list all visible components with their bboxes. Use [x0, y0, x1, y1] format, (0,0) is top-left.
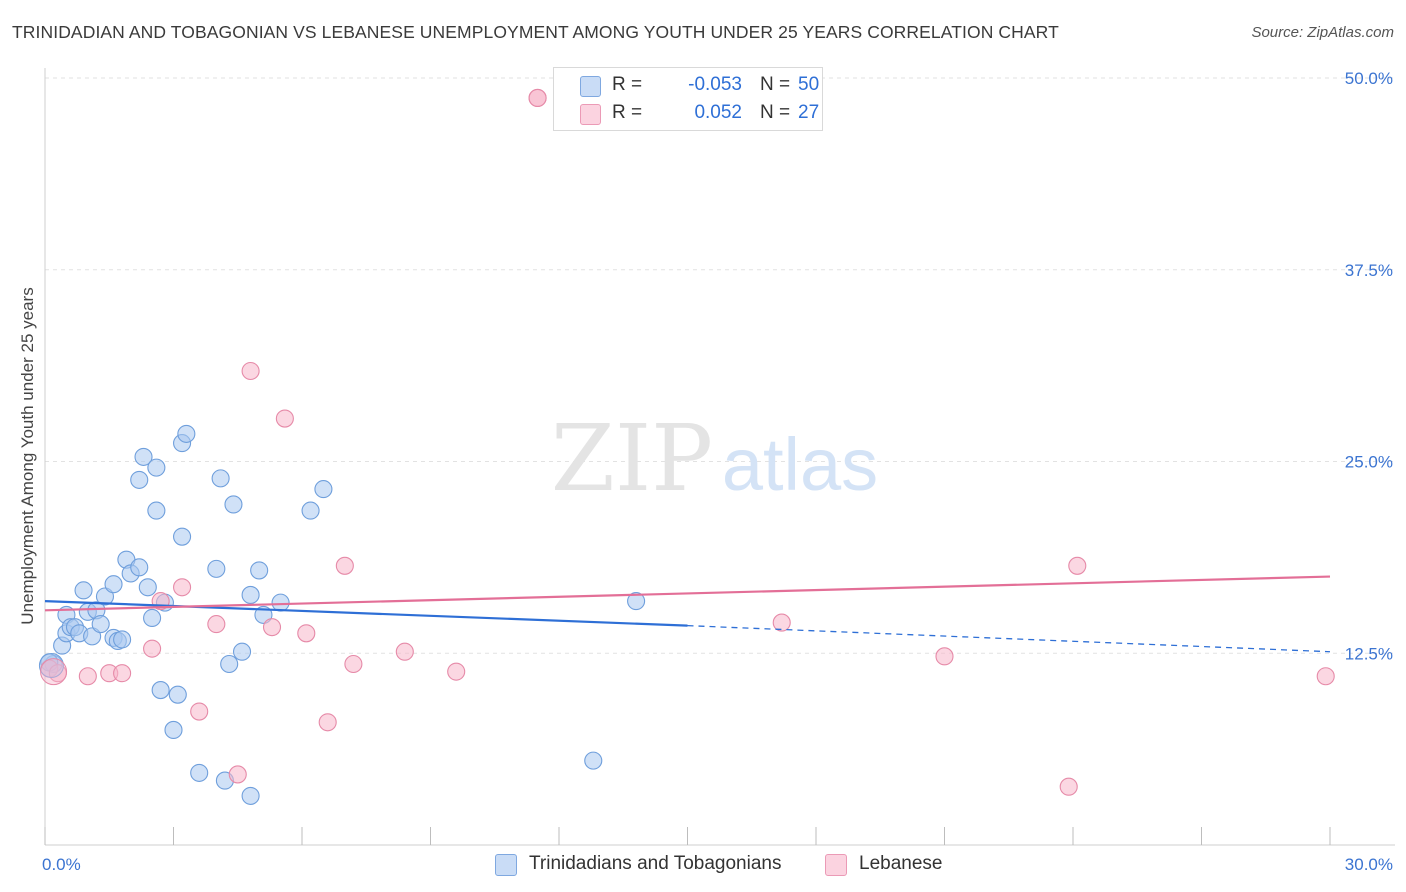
trend-line — [44, 575, 1331, 612]
data-point — [83, 627, 102, 646]
data-point — [74, 581, 93, 600]
data-point — [40, 658, 68, 686]
legend-swatch-pink — [580, 104, 601, 125]
data-point — [177, 424, 196, 443]
data-point — [147, 458, 166, 477]
data-point — [113, 664, 132, 683]
data-point — [143, 608, 162, 628]
legend-r-label: R = — [612, 74, 643, 95]
legend-item-label: Lebanese — [859, 853, 943, 874]
legend-n-value: 50 — [798, 74, 820, 95]
data-point — [584, 751, 603, 770]
data-point — [147, 501, 166, 520]
data-point — [138, 578, 157, 597]
watermark-zip: ZIP — [551, 405, 713, 512]
data-point — [1068, 556, 1087, 575]
source-label: Source: ZipAtlas.com — [1251, 24, 1394, 41]
trend-line-extension — [687, 624, 1331, 653]
data-point — [164, 720, 183, 740]
trend-line — [44, 599, 688, 627]
data-points — [38, 88, 1335, 805]
y-tick-label: 37.5% — [1345, 261, 1393, 280]
data-point — [224, 495, 243, 514]
data-point — [143, 639, 162, 658]
data-point — [232, 642, 252, 661]
watermark: ZIP atlas — [551, 405, 878, 512]
chart-title: TRINIDADIAN AND TOBAGONIAN VS LEBANESE U… — [12, 22, 1059, 42]
data-point — [130, 558, 149, 577]
data-point — [301, 501, 320, 520]
axes — [44, 68, 1395, 846]
data-point — [104, 575, 123, 594]
legend-n-label: N = — [760, 74, 791, 95]
data-point — [318, 713, 337, 732]
legend-r-label: R = — [612, 102, 643, 123]
series-legend: Trinidadians and Tobagonians Lebanese — [0, 852, 1406, 878]
data-point — [271, 593, 290, 612]
legend-r-value: 0.052 — [694, 102, 742, 123]
data-point — [91, 615, 110, 634]
data-point — [220, 654, 239, 674]
data-point — [168, 685, 187, 704]
data-point — [241, 786, 260, 805]
data-point — [395, 642, 414, 661]
legend-n-label: N = — [760, 102, 791, 123]
data-point — [344, 654, 363, 674]
data-point — [262, 618, 282, 637]
data-point — [772, 613, 791, 632]
data-point — [228, 765, 247, 784]
legend-swatch-blue — [580, 76, 601, 97]
legend-swatch-blue — [495, 854, 517, 876]
x-tick-label: 0.0% — [42, 855, 81, 874]
y-tick-label: 50.0% — [1345, 69, 1393, 88]
data-point — [241, 585, 260, 605]
tick-labels: 12.5% 25.0% 37.5% 50.0% 0.0% 30.0% — [42, 69, 1393, 874]
data-point — [447, 662, 466, 681]
legend-n-value: 27 — [798, 102, 820, 123]
data-point — [1059, 777, 1078, 796]
data-point — [211, 469, 230, 488]
data-point — [250, 561, 269, 580]
y-tick-label: 12.5% — [1345, 644, 1393, 663]
data-point — [627, 592, 646, 611]
watermark-atlas: atlas — [722, 423, 878, 506]
data-point — [207, 615, 226, 634]
data-point — [528, 88, 547, 107]
data-point — [335, 556, 354, 575]
data-point — [190, 763, 209, 782]
data-point — [1316, 667, 1335, 686]
data-point — [113, 630, 132, 649]
data-point — [78, 667, 97, 686]
data-point — [130, 470, 149, 489]
data-point — [241, 361, 260, 381]
data-point — [190, 702, 209, 721]
data-point — [297, 624, 316, 643]
data-point — [173, 527, 192, 546]
data-point — [207, 559, 226, 578]
data-point — [95, 587, 115, 606]
data-point — [314, 480, 333, 499]
x-tick-label: 30.0% — [1345, 855, 1393, 874]
series-lebanese — [40, 88, 1335, 796]
legend-r-value: -0.053 — [688, 74, 742, 95]
data-point — [134, 447, 153, 466]
data-point — [173, 578, 192, 597]
trend-lines — [44, 575, 1331, 653]
stats-legend: R = -0.053 N = 50 R = 0.052 N = 27 — [553, 67, 823, 131]
y-tick-label: 25.0% — [1345, 453, 1393, 472]
data-point — [151, 681, 170, 700]
legend-swatch-pink — [825, 854, 847, 876]
data-point — [275, 409, 294, 428]
legend-item-label: Trinidadians and Tobagonians — [529, 853, 782, 874]
data-point — [935, 647, 954, 666]
